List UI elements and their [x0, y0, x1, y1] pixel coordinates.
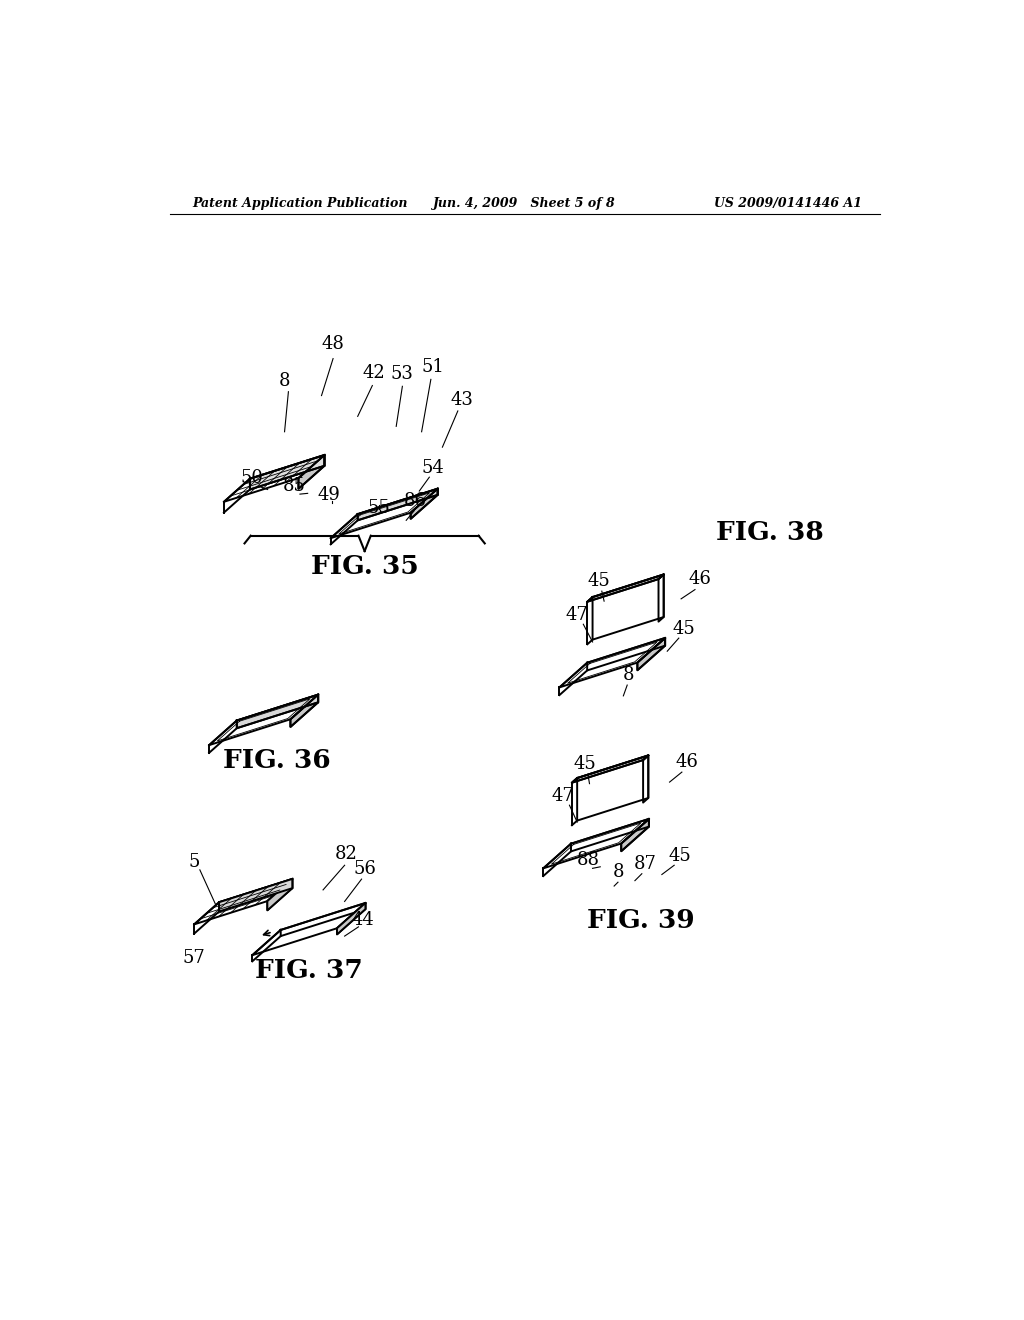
Text: 82: 82	[335, 845, 357, 863]
Text: 46: 46	[676, 752, 698, 771]
Text: US 2009/0141446 A1: US 2009/0141446 A1	[714, 197, 862, 210]
Text: 47: 47	[566, 606, 589, 624]
Text: 85: 85	[283, 477, 306, 495]
Text: 54: 54	[422, 458, 444, 477]
Text: 88: 88	[577, 851, 599, 870]
Text: FIG. 38: FIG. 38	[716, 520, 823, 545]
Text: 57: 57	[182, 949, 205, 968]
Polygon shape	[622, 818, 649, 851]
Text: 48: 48	[322, 335, 344, 354]
Text: 5: 5	[188, 853, 200, 871]
Polygon shape	[237, 694, 318, 729]
Polygon shape	[298, 455, 325, 488]
Polygon shape	[250, 455, 325, 490]
Text: 46: 46	[689, 570, 712, 589]
Text: 8: 8	[623, 667, 635, 685]
Text: FIG. 39: FIG. 39	[587, 908, 695, 933]
Polygon shape	[572, 755, 648, 783]
Text: 56: 56	[354, 861, 377, 879]
Text: Jun. 4, 2009   Sheet 5 of 8: Jun. 4, 2009 Sheet 5 of 8	[433, 197, 616, 210]
Polygon shape	[637, 638, 666, 671]
Polygon shape	[291, 694, 318, 727]
Text: FIG. 35: FIG. 35	[310, 554, 419, 579]
Text: 51: 51	[422, 358, 444, 376]
Polygon shape	[219, 879, 292, 911]
Polygon shape	[357, 488, 437, 520]
Text: 8: 8	[613, 863, 625, 880]
Text: 44: 44	[351, 911, 375, 928]
Text: 49: 49	[317, 486, 341, 503]
Text: FIG. 37: FIG. 37	[255, 958, 364, 983]
Text: 45: 45	[588, 572, 610, 590]
Polygon shape	[267, 879, 292, 911]
Text: Patent Application Publication: Patent Application Publication	[193, 197, 408, 210]
Text: 87: 87	[634, 855, 656, 873]
Polygon shape	[411, 488, 437, 519]
Text: 43: 43	[451, 391, 473, 409]
Text: FIG. 36: FIG. 36	[223, 748, 331, 774]
Text: 45: 45	[573, 755, 596, 774]
Text: 8: 8	[279, 371, 291, 389]
Text: 42: 42	[362, 364, 385, 381]
Polygon shape	[337, 903, 366, 935]
Polygon shape	[588, 574, 664, 602]
Text: 45: 45	[672, 620, 695, 639]
Text: 50: 50	[241, 470, 263, 487]
Text: 47: 47	[552, 787, 574, 805]
Text: 55: 55	[368, 499, 390, 516]
Text: 86: 86	[403, 492, 427, 511]
Text: 53: 53	[391, 364, 414, 383]
Text: 45: 45	[669, 846, 691, 865]
